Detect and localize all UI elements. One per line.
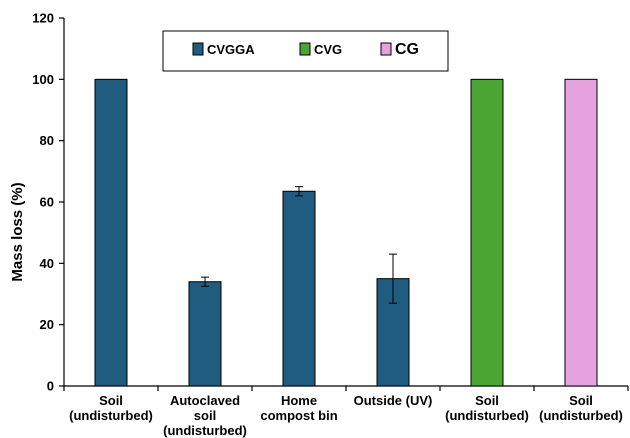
x-category-label-line: soil	[194, 408, 216, 423]
x-category-label: Soil (undisturbed)	[539, 393, 623, 423]
x-category-label-line: (undisturbed)	[445, 408, 529, 423]
x-category-label: Autoclaved soil (undisturbed)	[163, 393, 247, 438]
x-category-label-line: Autoclaved	[170, 393, 240, 408]
bar	[94, 78, 128, 387]
bar	[188, 281, 222, 387]
x-category-label-line: (undisturbed)	[539, 408, 623, 423]
legend-swatch	[299, 42, 311, 56]
x-category-label: Soil (undisturbed)	[69, 393, 153, 423]
y-tick-label: 80	[40, 133, 54, 148]
x-category-label: Soil (undisturbed)	[445, 393, 529, 423]
y-tick-label: 20	[40, 317, 54, 332]
x-category-label: Home compost bin	[260, 393, 337, 423]
y-tick-label: 60	[40, 195, 54, 210]
bar	[564, 78, 598, 387]
legend-label: CVGGA	[207, 42, 255, 57]
bar	[282, 190, 316, 387]
legend-swatch	[192, 42, 204, 56]
x-category-label-line: Soil	[569, 393, 593, 408]
legend-label: CG	[395, 41, 419, 58]
legend: CVGGA CVG CG	[162, 30, 449, 72]
y-tick-label: 0	[47, 379, 54, 394]
x-category-label-line: Soil	[475, 393, 499, 408]
x-category-label-line: (undisturbed)	[69, 408, 153, 423]
x-category-label-line: compost bin	[260, 408, 337, 423]
legend-label: CVG	[314, 42, 342, 57]
x-category-label-line: (undisturbed)	[163, 423, 247, 438]
y-tick-label: 100	[32, 72, 54, 87]
legend-swatch	[380, 42, 392, 56]
x-category-label-line: Soil	[99, 393, 123, 408]
x-category-label: Outside (UV)	[354, 393, 433, 408]
y-tick-label: 40	[40, 256, 54, 271]
x-category-label-line: Outside (UV)	[354, 393, 433, 408]
y-tick-label: 120	[32, 11, 54, 26]
x-category-label-line: Home	[281, 393, 317, 408]
bar	[470, 78, 504, 387]
y-axis-title: Mass loss (%)	[9, 182, 26, 281]
